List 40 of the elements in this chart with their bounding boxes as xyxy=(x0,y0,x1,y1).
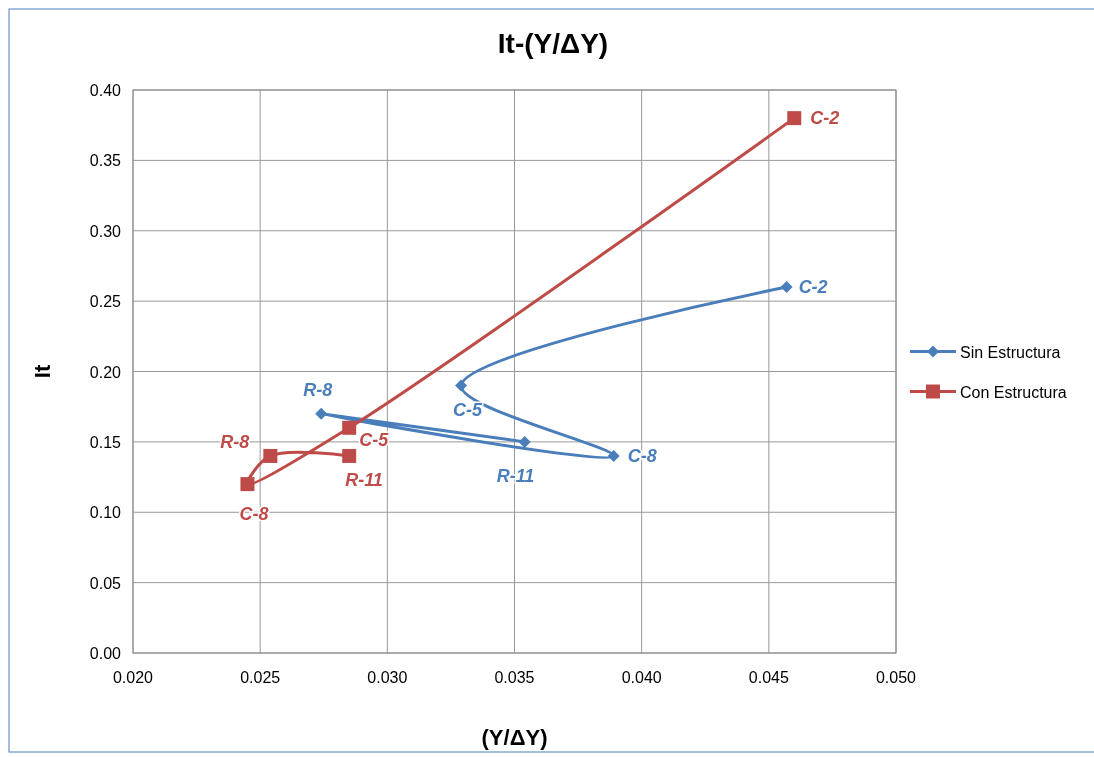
annotation: C-5 xyxy=(359,429,390,450)
point xyxy=(240,477,255,492)
annotation: R-11 xyxy=(345,469,383,490)
point xyxy=(455,379,468,392)
y-axis-title: It xyxy=(30,364,55,379)
x-tick-label: 0.035 xyxy=(494,669,535,686)
y-tick-label: 0.35 xyxy=(89,152,122,170)
y-tick-label: 0.05 xyxy=(89,574,122,592)
y-tick-label: 0.00 xyxy=(89,645,122,662)
point xyxy=(315,407,328,420)
annotation: C-8 xyxy=(239,504,269,525)
y-tick-label: 0.30 xyxy=(89,222,122,240)
annotation: R-8 xyxy=(303,379,333,400)
annotation: C-2 xyxy=(798,277,828,298)
legend-label: Sin Estructura xyxy=(960,343,1061,361)
x-tick-label: 0.045 xyxy=(748,669,789,686)
point xyxy=(263,448,278,463)
point xyxy=(607,449,620,462)
x-tick-label: 0.030 xyxy=(367,669,408,686)
y-tick-label: 0.25 xyxy=(89,293,122,311)
x-tick-label: 0.040 xyxy=(621,669,662,686)
y-tick-label: 0.15 xyxy=(89,433,122,451)
point xyxy=(787,111,802,126)
x-tick-label: 0.050 xyxy=(875,669,917,686)
point xyxy=(780,281,793,294)
point xyxy=(342,448,357,463)
annotation: C-2 xyxy=(810,108,840,129)
x-tick-label: 0.020 xyxy=(112,669,154,686)
chart-title: It-(Y/ΔY) xyxy=(497,28,609,59)
point xyxy=(518,435,531,448)
y-tick-label: 0.40 xyxy=(89,82,122,99)
x-axis-title: (Y/ΔY) xyxy=(481,725,548,750)
annotation: R-8 xyxy=(220,431,250,452)
legend-label: Con Estructura xyxy=(960,383,1067,401)
x-tick-label: 0.025 xyxy=(240,669,281,686)
annotation: C-8 xyxy=(627,445,657,466)
annotation: C-5 xyxy=(453,399,484,420)
y-tick-label: 0.10 xyxy=(89,504,122,522)
point xyxy=(342,420,357,435)
y-tick-label: 0.20 xyxy=(89,363,122,381)
